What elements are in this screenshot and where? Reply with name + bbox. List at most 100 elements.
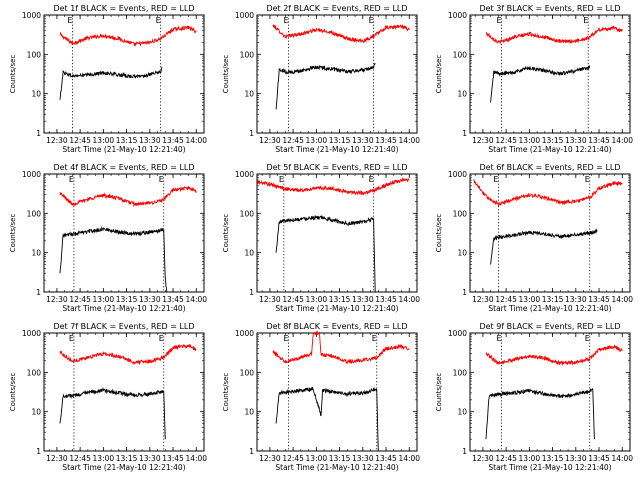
- events-series-line: [59, 225, 168, 293]
- plot-panel: Det 1f BLACK = Events, RED = LLD 1 10 100 10…: [9, 4, 207, 154]
- y-axis-label: Counts/sec: [222, 55, 230, 94]
- x-tick-label: 14:00: [398, 454, 420, 463]
- x-axis-label: Start Time (21-May-10 12:21:40): [275, 145, 398, 154]
- event-marker-label: E: [369, 175, 374, 184]
- events-series-line: [490, 228, 598, 265]
- lld-series-line: [272, 23, 410, 44]
- event-marker-label: E: [283, 334, 288, 343]
- plot-panel: Det 9f BLACK = Events, RED = LLD 1 10 100 10…: [435, 322, 633, 472]
- x-tick-label: 12:30: [46, 454, 68, 463]
- event-marker-label: E: [583, 16, 588, 25]
- x-tick-label: 13:15: [116, 295, 138, 304]
- lld-series-line: [59, 343, 197, 366]
- x-tick-label: 13:45: [588, 295, 610, 304]
- y-tick-label: 100: [27, 50, 42, 59]
- event-marker-label: E: [279, 175, 284, 184]
- y-tick-label: 10: [244, 408, 254, 417]
- x-tick-label: 12:30: [46, 136, 68, 145]
- events-series-line: [485, 387, 595, 440]
- x-tick-label: 13:45: [588, 454, 610, 463]
- y-tick-label: 10: [457, 90, 467, 99]
- y-tick-label: 1: [36, 447, 41, 456]
- x-axis-label: Start Time (21-May-10 12:21:40): [488, 145, 611, 154]
- y-tick-label: 1: [36, 129, 41, 138]
- x-tick-label: 12:30: [472, 454, 494, 463]
- x-tick-label: 13:15: [329, 136, 351, 145]
- plot-title: Det 1f BLACK = Events, RED = LLD: [53, 4, 194, 13]
- event-marker-label: E: [283, 16, 288, 25]
- y-tick-label: 1000: [448, 11, 467, 20]
- x-tick-label: 12:30: [472, 295, 494, 304]
- event-marker-label: E: [585, 334, 590, 343]
- x-tick-label: 12:45: [282, 136, 304, 145]
- lld-series-line: [59, 185, 197, 208]
- x-tick-label: 13:15: [116, 136, 138, 145]
- plot-frame: [469, 332, 631, 452]
- x-tick-label: 12:30: [259, 136, 281, 145]
- y-axis-label: Counts/sec: [9, 214, 17, 253]
- event-marker-label: E: [496, 334, 501, 343]
- x-axis-label: Start Time (21-May-10 12:21:40): [62, 145, 185, 154]
- y-tick-label: 1000: [22, 170, 41, 179]
- plot-frame: [469, 173, 631, 293]
- y-tick-label: 1: [36, 288, 41, 297]
- plot-frame: [256, 332, 418, 452]
- plot-panel: Det 5f BLACK = Events, RED = LLD 1 10 100 10…: [222, 163, 420, 313]
- y-tick-label: 100: [453, 209, 468, 218]
- plot-panel: Det 4f BLACK = Events, RED = LLD 1 10 100 10…: [9, 163, 207, 313]
- x-tick-label: 13:00: [519, 136, 541, 145]
- x-tick-label: 13:15: [116, 454, 138, 463]
- y-tick-label: 1000: [235, 170, 254, 179]
- y-tick-label: 1000: [235, 11, 254, 20]
- x-tick-label: 13:30: [565, 295, 587, 304]
- x-axis-label: Start Time (21-May-10 12:21:40): [62, 304, 185, 313]
- x-axis-label: Start Time (21-May-10 12:21:40): [62, 463, 185, 472]
- y-tick-label: 100: [453, 50, 468, 59]
- x-tick-label: 13:15: [329, 295, 351, 304]
- y-axis-label: Counts/sec: [9, 55, 17, 94]
- x-tick-label: 12:45: [495, 136, 517, 145]
- lld-series-line: [59, 25, 197, 47]
- x-tick-label: 13:00: [306, 136, 328, 145]
- y-tick-label: 1: [462, 129, 467, 138]
- plot-frame: [256, 173, 418, 293]
- plot-title: Det 5f BLACK = Events, RED = LLD: [266, 163, 407, 172]
- events-series-line: [275, 62, 376, 110]
- y-tick-label: 1: [462, 288, 467, 297]
- x-tick-label: 13:45: [162, 295, 184, 304]
- y-tick-label: 1000: [448, 329, 467, 338]
- y-tick-label: 1: [249, 129, 254, 138]
- x-tick-label: 13:00: [306, 295, 328, 304]
- x-tick-label: 14:00: [185, 136, 207, 145]
- x-axis-label: Start Time (21-May-10 12:21:40): [275, 463, 398, 472]
- x-tick-label: 13:00: [519, 295, 541, 304]
- x-tick-label: 12:45: [282, 454, 304, 463]
- event-marker-label: E: [156, 16, 161, 25]
- y-tick-label: 1: [249, 288, 254, 297]
- y-tick-label: 100: [240, 209, 255, 218]
- lld-series-line: [485, 344, 623, 366]
- lld-series-line: [272, 330, 410, 365]
- x-tick-label: 12:45: [69, 454, 91, 463]
- y-tick-label: 100: [27, 368, 42, 377]
- lld-series-line: [473, 179, 623, 207]
- x-tick-label: 12:45: [495, 295, 517, 304]
- event-marker-label: E: [69, 334, 74, 343]
- lld-series-line: [485, 25, 623, 44]
- lld-series-line: [257, 176, 410, 196]
- y-tick-label: 1000: [448, 170, 467, 179]
- y-tick-label: 100: [27, 209, 42, 218]
- y-axis-label: Counts/sec: [222, 373, 230, 412]
- y-axis-label: Counts/sec: [435, 214, 443, 253]
- x-tick-label: 12:30: [472, 136, 494, 145]
- x-tick-label: 13:15: [542, 136, 564, 145]
- x-tick-label: 12:30: [259, 295, 281, 304]
- y-tick-label: 10: [244, 249, 254, 258]
- plot-panel: Det 6f BLACK = Events, RED = LLD 1 10 100 10…: [435, 163, 633, 313]
- event-marker-label: E: [372, 334, 377, 343]
- plot-title: Det 2f BLACK = Events, RED = LLD: [266, 4, 407, 13]
- x-tick-label: 14:00: [398, 295, 420, 304]
- event-marker-label: E: [369, 16, 374, 25]
- y-axis-label: Counts/sec: [435, 55, 443, 94]
